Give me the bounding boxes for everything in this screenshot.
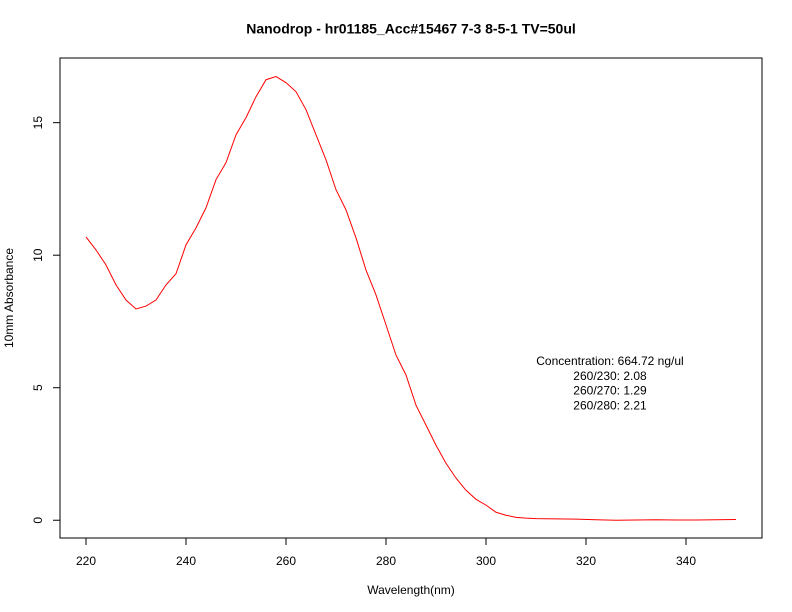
x-tick-label: 260	[276, 554, 296, 568]
x-tick-label: 280	[376, 554, 396, 568]
x-tick-label: 220	[76, 554, 96, 568]
chart-title: Nanodrop - hr01185_Acc#15467 7-3 8-5-1 T…	[246, 21, 576, 37]
y-tick-label: 0	[31, 517, 45, 524]
plot-frame	[59, 57, 763, 539]
y-tick-label: 5	[31, 384, 45, 391]
annotation: 260/230: 2.08	[573, 369, 647, 383]
y-axis-label: 10mm Absorbance	[2, 248, 16, 348]
y-tick-label: 10	[31, 248, 45, 262]
x-tick-label: 300	[476, 554, 496, 568]
x-tick-label: 240	[176, 554, 196, 568]
data-line	[85, 76, 737, 521]
x-axis-label: Wavelength(nm)	[367, 583, 455, 597]
annotation: 260/280: 2.21	[573, 398, 647, 412]
x-tick-label: 340	[676, 554, 696, 568]
x-tick-label: 320	[576, 554, 596, 568]
annotation: Concentration: 664.72 ng/ul	[536, 354, 683, 368]
annotation: 260/270: 1.29	[573, 384, 647, 398]
y-tick-label: 15	[31, 116, 45, 130]
